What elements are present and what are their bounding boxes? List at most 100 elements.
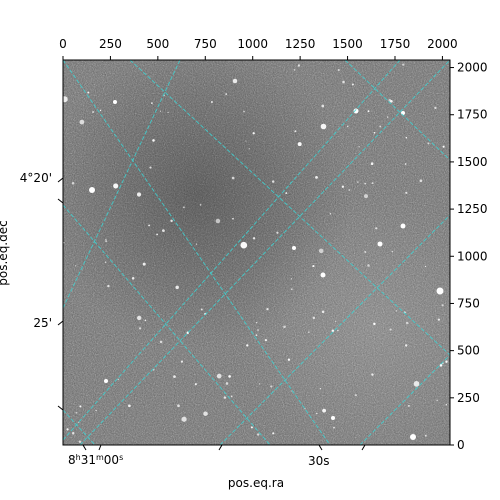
star (105, 240, 107, 242)
star (200, 308, 203, 311)
grid-line (63, 60, 401, 441)
star (257, 433, 260, 436)
x-pixel-tick-label: 1250 (285, 37, 316, 51)
star (181, 416, 187, 422)
star (445, 404, 448, 406)
star (312, 316, 316, 320)
y-pixel-tick-label: 0 (457, 438, 465, 452)
star (79, 405, 82, 408)
grid-line (359, 354, 450, 445)
star (271, 180, 275, 183)
ra-tick-mark (98, 444, 102, 451)
star (159, 110, 162, 112)
ra-tick-label-1: 8h31m00s (68, 453, 123, 467)
star (167, 111, 169, 114)
star (223, 396, 227, 399)
star (354, 394, 357, 397)
star (252, 132, 255, 135)
star (364, 194, 368, 199)
star (320, 123, 327, 130)
star (318, 248, 324, 254)
x-pixel-tick-label: 1750 (380, 37, 411, 51)
star (389, 328, 392, 331)
star (373, 132, 376, 134)
star (199, 204, 202, 206)
bright-star (104, 379, 108, 383)
star (364, 182, 367, 185)
star (395, 310, 398, 312)
star (210, 101, 213, 103)
ra-tick-mark (361, 444, 366, 451)
x-pixel-tick-label: 750 (194, 37, 217, 51)
star (427, 142, 430, 145)
star (407, 404, 410, 407)
star (405, 191, 408, 194)
star (319, 388, 322, 390)
star (95, 409, 97, 412)
star (264, 338, 268, 342)
axes-frame (62, 59, 451, 446)
bright-star (400, 223, 406, 229)
star (105, 239, 107, 241)
grid-line (63, 60, 331, 445)
star (321, 104, 325, 108)
star (79, 119, 85, 125)
star (347, 125, 349, 127)
star (371, 182, 374, 185)
star (293, 69, 296, 71)
star (92, 111, 94, 113)
star (316, 412, 318, 415)
star (225, 93, 228, 96)
grid-line (63, 60, 181, 309)
grid-line (63, 204, 271, 445)
star (373, 322, 376, 326)
star (297, 142, 302, 147)
star (177, 404, 180, 408)
star (335, 320, 337, 323)
y-pixel-tick-label: 750 (457, 296, 480, 310)
star (358, 146, 360, 148)
star (162, 229, 165, 232)
bright-star (331, 416, 335, 420)
star (272, 432, 275, 435)
star (445, 360, 448, 363)
star (357, 181, 359, 183)
star (329, 213, 332, 215)
x-pixel-tick-label: 1500 (332, 37, 363, 51)
ra-tick-mark (218, 444, 223, 451)
y-pixel-tick-label: 1750 (457, 108, 488, 122)
star (337, 69, 340, 71)
star (322, 408, 327, 413)
y-pixel-tick-label: 500 (457, 344, 480, 358)
bright-star (89, 187, 95, 193)
star (136, 315, 142, 321)
star (240, 241, 248, 249)
ra-tick-label-2: 30s (308, 454, 330, 468)
star (402, 63, 405, 66)
star (232, 78, 238, 84)
star (290, 278, 293, 280)
star (216, 373, 222, 379)
star (342, 80, 345, 84)
star (71, 182, 75, 185)
star (379, 125, 382, 128)
y-pixel-ticks-right: 0 250 500 750 1000 1250 1500 1750 2000 (450, 61, 488, 452)
star (331, 329, 335, 333)
star (66, 428, 69, 431)
star (246, 344, 249, 347)
y-pixel-tick-label: 250 (457, 391, 480, 405)
star (348, 189, 350, 191)
y-pixel-tick-label: 1250 (457, 202, 488, 216)
star (250, 426, 253, 429)
star (151, 102, 153, 104)
star (405, 321, 409, 325)
star (391, 250, 394, 253)
star (215, 218, 221, 224)
star (442, 145, 445, 148)
y-pixel-tick-label: 1000 (457, 249, 488, 263)
star (258, 383, 261, 385)
star (228, 375, 231, 378)
x-pixel-tick-label: 1000 (237, 37, 268, 51)
star (194, 383, 197, 386)
